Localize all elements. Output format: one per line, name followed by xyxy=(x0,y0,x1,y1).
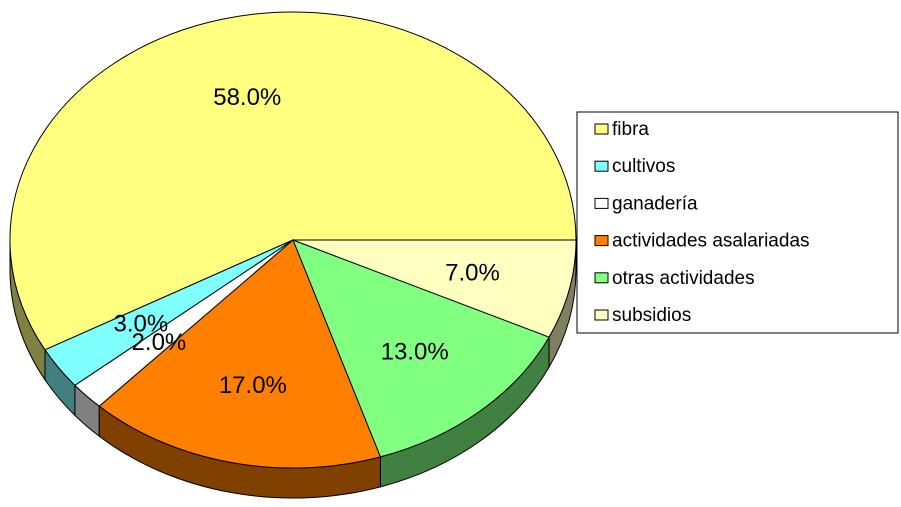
slice xyxy=(292,239,550,458)
slice xyxy=(98,239,382,469)
slice xyxy=(292,239,577,338)
data-label: 3.0% xyxy=(114,311,169,338)
slice xyxy=(9,11,577,351)
legend-swatch xyxy=(594,235,609,247)
legend-label: otras actividades xyxy=(612,268,755,289)
legend-label: fibra xyxy=(612,119,649,140)
legend-swatch xyxy=(594,197,609,209)
data-label: 17.0% xyxy=(219,372,287,399)
data-label: 58.0% xyxy=(213,84,281,111)
legend-box xyxy=(576,111,899,334)
legend-swatch xyxy=(594,160,609,172)
legend-swatch xyxy=(594,272,609,284)
legend-label: subsidios xyxy=(612,305,691,326)
data-label: 2.0% xyxy=(132,329,187,356)
legend-label: ganadería xyxy=(612,193,698,214)
legend-label: actividades asalariadas xyxy=(612,231,810,252)
legend-swatch xyxy=(594,309,609,321)
data-label: 7.0% xyxy=(445,260,500,287)
data-label: 13.0% xyxy=(381,339,449,366)
legend-label: cultivos xyxy=(612,156,675,177)
legend-swatch xyxy=(594,123,609,135)
